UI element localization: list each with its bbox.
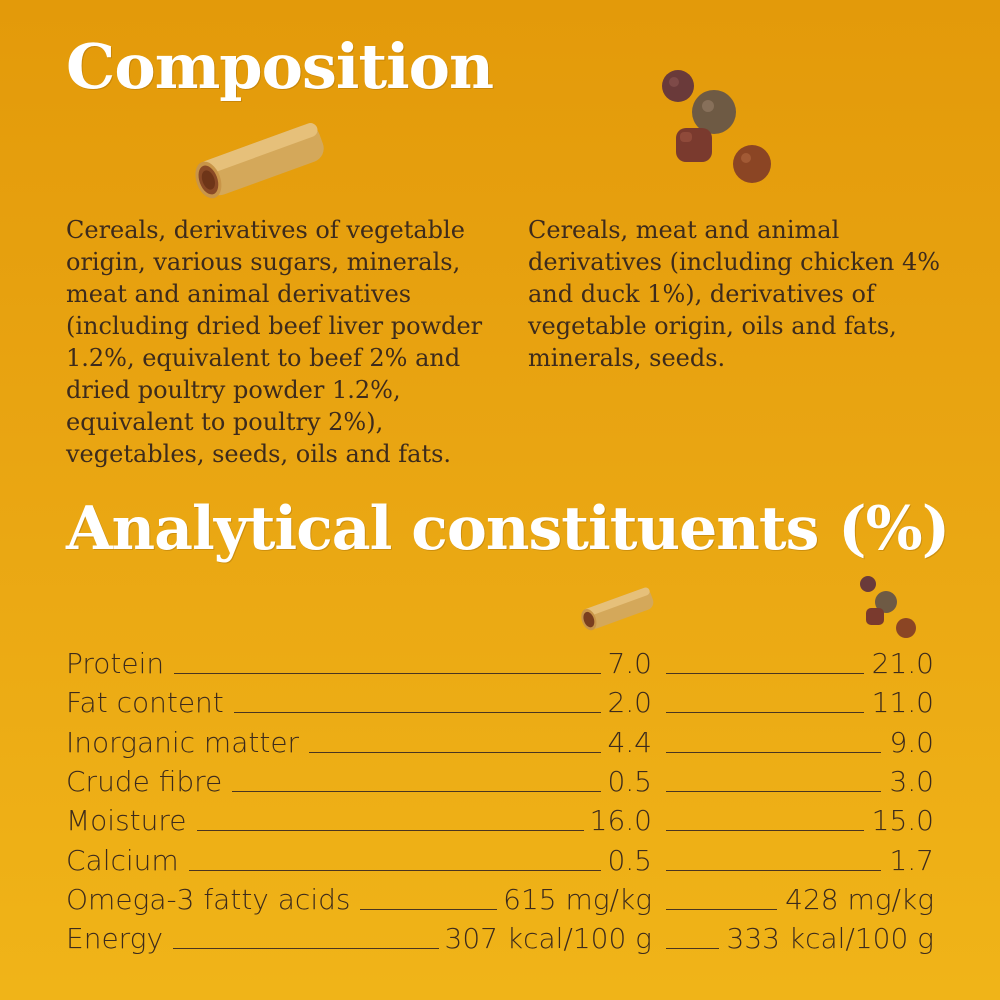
- leader-line: [196, 830, 584, 832]
- constituent-label: Calcium: [66, 843, 179, 877]
- kibble-value: 11.0: [871, 686, 934, 720]
- constituent-label: Fat content: [66, 686, 224, 720]
- leader-line: [232, 790, 602, 792]
- leader-line: [174, 673, 602, 674]
- constituent-label: Protein: [66, 647, 165, 680]
- constituent-row: Calcium 0.5 1.7: [66, 842, 934, 880]
- dental-stick-small-icon: [581, 587, 654, 631]
- constituent-row: Energy 307 kcal/100 g 333 kcal/100 g: [66, 920, 934, 958]
- constituent-label: Energy: [66, 922, 164, 956]
- kibble-value: 428 mg/kg: [785, 882, 934, 916]
- leader-line: [233, 712, 602, 714]
- stick-value: 615 mg/kg: [503, 882, 652, 916]
- kibble-value: 15.0: [871, 804, 934, 838]
- leader-line: [666, 751, 882, 753]
- stick-value: 7.0: [607, 647, 652, 680]
- constituent-row: Protein 7.0 21.0: [66, 645, 934, 683]
- kibble-value: 9.0: [889, 725, 934, 759]
- kibble-value: 21.0: [871, 647, 934, 680]
- leader-line: [666, 673, 864, 674]
- constituent-row: Fat content 2.0 11.0: [66, 684, 934, 722]
- constituent-row: Crude fibre 0.5 3.0: [66, 763, 934, 801]
- leader-line: [309, 751, 602, 753]
- leader-line: [666, 869, 882, 871]
- stick-value: 0.5: [607, 843, 652, 877]
- constituent-row: Omega-3 fatty acids 615 mg/kg 428 mg/kg: [66, 881, 934, 919]
- constituent-label: Omega-3 fatty acids: [66, 882, 351, 916]
- kibble-value: 333 kcal/100 g: [726, 922, 934, 956]
- leader-line: [360, 908, 498, 910]
- leader-line: [666, 790, 882, 792]
- stick-value: 307 kcal/100 g: [444, 922, 652, 956]
- leader-line: [188, 869, 602, 871]
- constituent-label: Inorganic matter: [66, 725, 300, 759]
- constituent-row: Inorganic matter 4.4 9.0: [66, 724, 934, 762]
- composition-title: Composition: [66, 30, 494, 103]
- kibble-small-icon: [860, 576, 916, 638]
- leader-line: [666, 948, 719, 950]
- constituent-row: Moisture 16.0 15.0: [66, 802, 934, 840]
- stick-value: 16.0: [589, 804, 652, 838]
- leader-line: [666, 830, 864, 832]
- kibble-value: 1.7: [889, 843, 934, 877]
- kibble-ingredients-text: Cereals, meat and animal derivatives (in…: [528, 216, 941, 372]
- constituent-label: Crude fibre: [66, 764, 223, 798]
- stick-value: 4.4: [607, 725, 652, 759]
- kibble-pieces-icon: [662, 70, 771, 183]
- leader-line: [173, 948, 439, 950]
- stick-ingredients-text: Cereals, derivatives of vegetable origin…: [66, 216, 483, 468]
- analytical-constituents-title: Analytical constituents (%): [66, 494, 950, 564]
- leader-line: [666, 712, 864, 714]
- stick-value: 2.0: [607, 686, 652, 720]
- constituent-label: Moisture: [66, 804, 187, 838]
- stick-value: 0.5: [607, 764, 652, 798]
- leader-line: [666, 908, 778, 910]
- dental-stick-icon: [195, 123, 324, 199]
- kibble-value: 3.0: [889, 764, 934, 798]
